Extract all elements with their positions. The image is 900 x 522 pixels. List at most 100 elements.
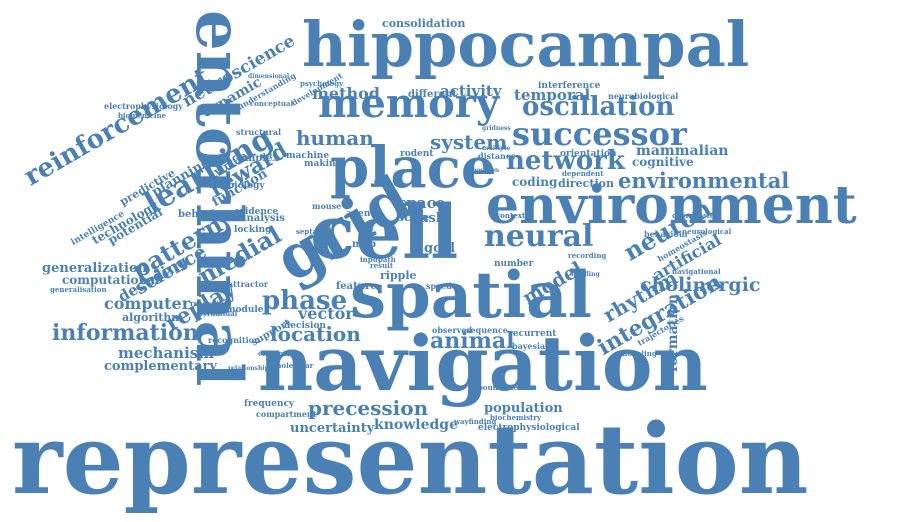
word-interference: interference [538, 81, 601, 91]
word-biomedicine: biomedicine [118, 111, 167, 120]
word-compartment: compartment [256, 409, 317, 419]
word-system: system [430, 130, 508, 154]
word-neurological: neurological [682, 227, 732, 236]
word-coordinated: coordinated [672, 211, 720, 220]
word-path: path [378, 255, 396, 264]
word-shuffling: shuffling [570, 271, 600, 278]
word-input: input [360, 255, 381, 264]
word-navigation: navigation [258, 319, 708, 408]
word-human: human [296, 126, 374, 150]
word-coding: coding [512, 175, 558, 189]
word-navigational: navigational [672, 267, 721, 276]
word-rodent: rodent [400, 149, 434, 159]
word-environmental: environmental [618, 168, 790, 193]
word-behaviour: behaviour [644, 229, 689, 239]
word-electrophysiological: electrophysiological [478, 423, 580, 433]
word-population: population [484, 401, 563, 416]
word-mammalian: mammalian [636, 143, 729, 159]
word-phase: phase [262, 286, 348, 316]
word-orientation: orientation [560, 149, 617, 159]
word-chiroptera: chiroptera [258, 349, 300, 358]
word-place: place [330, 135, 497, 201]
word-neurobiological: neurobiological [608, 91, 679, 101]
word-multiple: multiple [482, 145, 511, 152]
word-task: task [414, 211, 445, 226]
word-generalisation: generalisation [50, 285, 107, 294]
word-oscillation: oscillation [522, 92, 675, 122]
word-hippocampal: hippocampal [302, 8, 750, 81]
word-precession: precession [308, 396, 429, 420]
word-vector: vector [298, 304, 354, 323]
word-formation: formation [665, 294, 681, 372]
word-ripple: ripple [380, 269, 417, 282]
word-structural: structural [236, 127, 282, 137]
word-successor: successor [512, 115, 687, 153]
word-generalization: generalization [42, 261, 148, 276]
word-network: network [506, 146, 625, 176]
word-conceptual: conceptual [250, 99, 294, 108]
word-result: result [370, 261, 394, 270]
word-locking: locking [234, 225, 272, 235]
word-cholinergic: cholinergic [640, 274, 761, 296]
word-molecular: molecular [274, 361, 314, 370]
word-complementary: complementary [104, 359, 217, 374]
word-mechanism: mechanism [118, 344, 215, 362]
word-biochemistry: biochemistry [490, 413, 542, 422]
word-psychology: psychology [300, 79, 344, 88]
word-animal: animal [430, 328, 515, 354]
word-feature: feature [336, 281, 377, 292]
word-distance: distance [478, 151, 516, 161]
word-recognition: recognition [208, 335, 260, 345]
word-spatial: spatial [350, 258, 592, 333]
word-dimensional: dimensional [248, 73, 290, 80]
word-attractor: attractor [228, 279, 269, 289]
word-relationship: relationship [228, 365, 269, 372]
word-computer: computer [104, 294, 191, 313]
word-environment: environment [486, 175, 857, 236]
word-pyramidal: pyramidal [198, 309, 238, 318]
word-neural: neural [484, 219, 594, 254]
word-context: context [496, 211, 526, 220]
word-machine: machine [286, 151, 330, 161]
word-electrophysiology: electrophysiology [104, 101, 183, 111]
word-consolidation: consolidation [382, 17, 466, 30]
word-computational: computational [62, 273, 160, 287]
word-sequence: sequence [466, 325, 508, 335]
word-biology: biology [228, 181, 265, 191]
word-direction: direction [558, 177, 614, 190]
word-frequency: frequency [244, 399, 295, 409]
word-bayesian: bayesian [512, 341, 552, 351]
word-wayfinding: wayfinding [454, 417, 497, 426]
word-recurrent: recurrent [508, 329, 557, 339]
word-number: number [494, 259, 534, 269]
word-analysis: analysis [240, 213, 285, 224]
word-method: method [312, 84, 380, 103]
word-algorithm: algorithm [122, 311, 184, 324]
word-module: module [226, 305, 264, 315]
word-reasoning: reasoning [190, 299, 230, 308]
word-uncertainty: uncertainty [290, 421, 375, 436]
word-boundaries: boundaries [478, 383, 522, 392]
word-scale: scale [398, 211, 430, 224]
word-goal: goal [424, 241, 456, 256]
word-information: information [52, 320, 199, 346]
word-making: making [304, 159, 342, 169]
word-different: different [408, 89, 457, 100]
word-space: space [398, 194, 446, 212]
word-temporal: temporal [514, 86, 591, 104]
word-recording: recording [568, 251, 607, 260]
word-evidence: evidence [234, 207, 279, 217]
word-memory: memory [318, 80, 500, 127]
word-representation: representation [12, 403, 809, 516]
word-behavior: behavior [178, 209, 227, 220]
word-decision: decision [284, 321, 326, 331]
word-cell: cell [310, 190, 459, 276]
word-cognitive: cognitive [632, 155, 694, 169]
word-modeling: modeling [620, 349, 657, 358]
word-septal: septal [296, 227, 320, 236]
word-dependent: dependent [562, 169, 604, 178]
word-observed: observed [432, 325, 473, 335]
word-position: position [472, 167, 500, 174]
word-complex: complex [232, 153, 279, 164]
